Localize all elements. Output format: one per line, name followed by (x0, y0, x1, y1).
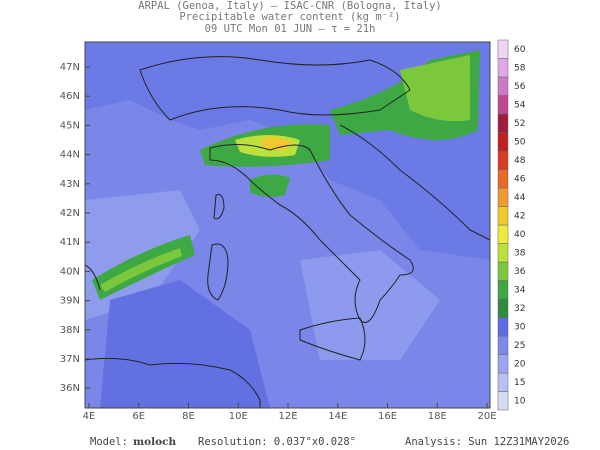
header-line: 09 UTC Mon 01 JUN — τ = 21h (205, 23, 376, 35)
colorbar-box (497, 298, 509, 318)
lon-label: 8E (182, 411, 195, 422)
lon-label: 12E (278, 411, 297, 422)
colorbar-label: 36 (514, 267, 526, 277)
lat-label: 38N (60, 325, 80, 336)
colorbar-box (497, 76, 509, 96)
colorbar-label: 10 (514, 396, 526, 406)
colorbar-box (497, 391, 509, 411)
colorbar-box (497, 317, 509, 337)
colorbar-box (497, 187, 509, 207)
colorbar-box (497, 150, 509, 170)
lat-label: 41N (60, 237, 80, 248)
colorbar-box (497, 206, 509, 226)
colorbar-label: 54 (514, 100, 526, 110)
colorbar-label: 50 (514, 137, 526, 147)
colorbar-label: 20 (514, 359, 526, 369)
colorbar-label: 56 (514, 82, 526, 92)
colorbar-label: 60 (514, 45, 526, 55)
colorbar-box (497, 224, 509, 244)
colorbar-box (497, 113, 509, 133)
lon-label: 6E (132, 411, 145, 422)
colorbar-label: 25 (514, 341, 525, 351)
lat-label: 47N (60, 62, 80, 73)
colorbar-box (497, 243, 509, 263)
map-field (84, 42, 491, 409)
header-line: ARPAL (Genoa, Italy) — ISAC-CNR (Bologna… (138, 0, 441, 12)
colorbar-label: 48 (514, 156, 526, 166)
colorbar-box (497, 280, 509, 300)
colorbar-label: 34 (514, 285, 526, 295)
lat-label: 44N (60, 150, 80, 161)
colorbar-box (497, 261, 509, 281)
colorbar-box (497, 169, 509, 189)
colorbar-box (497, 132, 509, 152)
colorbar-label: 52 (514, 119, 525, 129)
lat-label: 36N (60, 383, 80, 394)
resolution: Resolution: 0.037°x0.028° (198, 436, 356, 448)
colorbar-label: 30 (514, 322, 526, 332)
colorbar-box (497, 58, 509, 78)
colorbar-label: 40 (514, 230, 526, 240)
lon-label: 16E (378, 411, 397, 422)
footer-label: Model: (90, 436, 128, 448)
lat-label: 46N (60, 91, 80, 102)
lat-label: 42N (60, 208, 80, 219)
colorbar-label: 46 (514, 174, 526, 184)
analysis: Analysis: Sun 12Z31MAY2026 (405, 436, 569, 448)
colorbar-box (497, 335, 509, 355)
colorbar-label: 38 (514, 248, 526, 258)
lon-label: 10E (229, 411, 248, 422)
colorbar-label: 15 (514, 378, 525, 388)
lat-label: 40N (60, 266, 80, 277)
colorbar-box (497, 39, 509, 59)
colorbar-label: 44 (514, 193, 526, 203)
lon-label: 4E (83, 411, 96, 422)
header-line: Precipitable water content (kg m⁻²) (179, 11, 400, 23)
lat-label: 43N (60, 179, 80, 190)
model-name: moloch (133, 436, 176, 448)
lon-label: 18E (428, 411, 447, 422)
lat-label: 45N (60, 120, 80, 131)
colorbar-label: 58 (514, 63, 526, 73)
colorbar-box (497, 372, 509, 392)
lon-label: 20E (477, 411, 496, 422)
lon-label: 14E (328, 411, 347, 422)
colorbar-box (497, 95, 509, 115)
colorbar-box (497, 354, 509, 374)
colorbar-label: 32 (514, 304, 525, 314)
colorbar-label: 42 (514, 211, 525, 221)
lat-label: 39N (60, 296, 80, 307)
lat-label: 37N (60, 354, 80, 365)
